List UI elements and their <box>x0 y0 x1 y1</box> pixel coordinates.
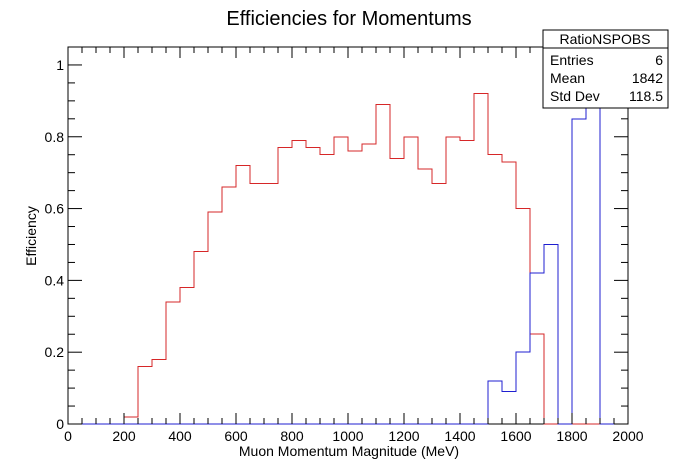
x-tick-label: 400 <box>168 428 192 444</box>
histogram-bin <box>334 137 348 424</box>
stats-stddev-value: 118.5 <box>629 88 663 104</box>
histogram-bin <box>194 252 208 424</box>
histogram-bin <box>264 183 278 424</box>
stats-box-frame <box>542 29 669 109</box>
histogram-bin <box>488 381 502 424</box>
histogram-bin <box>516 352 530 424</box>
histogram-bin <box>166 302 180 424</box>
x-tick-label: 200 <box>112 428 136 444</box>
y-tick-label: 0.6 <box>45 201 65 217</box>
y-tick-label: 0.8 <box>45 129 65 145</box>
histogram-bin <box>124 417 138 424</box>
y-axis-ticks: 0 0.2 0.4 0.6 0.8 1 <box>45 46 628 432</box>
histogram-bin <box>432 183 446 424</box>
x-tick-label: 1600 <box>500 428 531 444</box>
histogram-bin <box>278 148 292 424</box>
histogram-bin <box>474 94 488 424</box>
x-tick-label: 0 <box>64 428 72 444</box>
histogram-bin <box>348 151 362 424</box>
series-layer <box>68 93 628 425</box>
stats-stddev-label: Std Dev <box>550 88 600 104</box>
stats-box-name: RatioNSPOBS <box>559 31 650 47</box>
histogram-bin <box>362 144 376 424</box>
y-axis-label: Efficiency <box>23 206 39 266</box>
y-tick-label: 0 <box>56 416 64 432</box>
stats-entries-value: 6 <box>655 52 663 68</box>
histogram-series-2 <box>68 103 628 425</box>
y-tick-label: 0.4 <box>45 272 65 288</box>
histogram-bin <box>530 334 544 424</box>
y-tick-label: 0.2 <box>45 344 65 360</box>
histogram-bin <box>222 187 236 424</box>
y-tick-label: 1 <box>56 57 64 73</box>
histogram-bin <box>138 367 152 424</box>
histogram-series-1 <box>68 93 628 425</box>
histogram-bin <box>306 148 320 424</box>
histogram-bin <box>502 162 516 424</box>
histogram-step-line <box>68 103 628 425</box>
chart-title: Efficiencies for Momentums <box>226 8 471 30</box>
histogram-bin <box>376 104 390 424</box>
x-tick-label: 600 <box>224 428 248 444</box>
histogram-bin <box>236 165 250 424</box>
x-axis-label: Muon Momentum Magnitude (MeV) <box>239 443 459 459</box>
x-axis-ticks: 0 200 400 600 800 1000 1200 1400 1600 1800 2000 <box>64 47 644 444</box>
histogram-bin <box>530 273 544 424</box>
histogram-bin <box>572 119 586 424</box>
stats-mean-label: Mean <box>550 70 585 86</box>
stats-mean-value: 1842 <box>632 70 663 86</box>
x-tick-label: 1800 <box>556 428 587 444</box>
stats-entries-label: Entries <box>550 52 594 68</box>
x-tick-label: 2000 <box>612 428 643 444</box>
stats-box: RatioNSPOBS Entries 6 Mean 1842 Std Dev … <box>542 29 669 109</box>
histogram-bin <box>446 137 460 424</box>
histogram-bin <box>418 169 432 424</box>
histogram-bin <box>180 288 194 424</box>
x-tick-label: 1400 <box>444 428 475 444</box>
histogram-step-line <box>68 93 628 425</box>
histogram-bin <box>586 104 600 424</box>
x-tick-label: 1200 <box>388 428 419 444</box>
histogram-bin <box>390 158 404 424</box>
histogram-bin <box>516 209 530 424</box>
histogram-bin <box>250 183 264 424</box>
x-tick-label: 800 <box>280 428 304 444</box>
histogram-bin <box>544 244 558 424</box>
histogram-bin <box>208 212 222 424</box>
histogram-bin <box>502 392 516 424</box>
histogram-bin <box>152 359 166 424</box>
histogram-bin <box>404 137 418 424</box>
x-tick-label: 1000 <box>332 428 363 444</box>
histogram-bin <box>460 140 474 424</box>
histogram-bin <box>320 155 334 424</box>
histogram-bin <box>292 140 306 424</box>
histogram-bin <box>488 155 502 424</box>
